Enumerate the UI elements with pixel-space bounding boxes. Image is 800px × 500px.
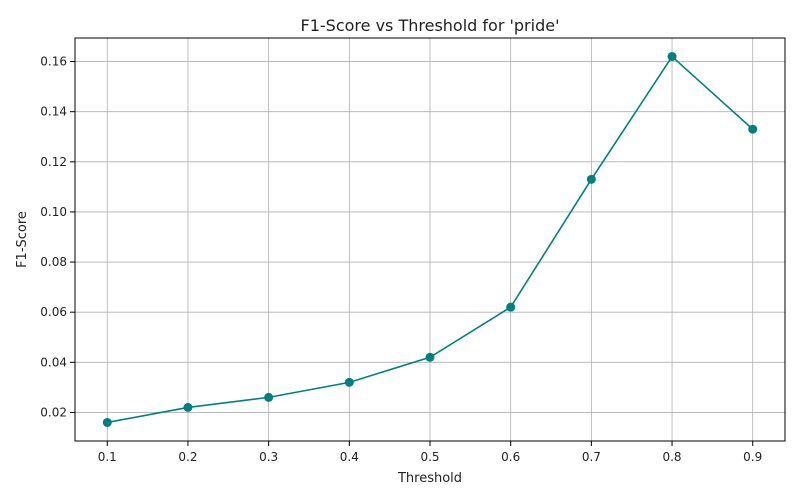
x-axis-label: Threshold: [397, 471, 462, 486]
grid-lines: [75, 38, 785, 441]
data-point: [344, 377, 354, 387]
x-tick-label: 0.1: [98, 450, 117, 464]
y-tick-label: 0.08: [40, 255, 67, 269]
x-tick-label: 0.8: [662, 450, 681, 464]
axis-ticks: 0.1 0.2 0.3 0.4 0.5 0.6 0.7 0.8 0.9 0.02 0.04 0.06 0…: [40, 55, 762, 464]
y-tick-label: 0.12: [40, 155, 67, 169]
y-axis-label: F1-Score: [15, 211, 30, 268]
data-point: [264, 392, 274, 402]
x-tick-label: 0.4: [340, 450, 359, 464]
x-tick-label: 0.9: [743, 450, 762, 464]
x-tick-label: 0.6: [501, 450, 520, 464]
data-point: [748, 124, 758, 134]
y-tick-label: 0.04: [40, 355, 67, 369]
chart-title: F1-Score vs Threshold for 'pride': [301, 16, 560, 35]
y-tick-label: 0.02: [40, 405, 67, 419]
data-point: [183, 402, 193, 412]
x-tick-label: 0.5: [420, 450, 439, 464]
y-tick-label: 0.06: [40, 305, 67, 319]
data-point: [667, 52, 677, 62]
plot-frame: [74, 37, 786, 442]
series-group: [102, 52, 758, 427]
data-point: [425, 352, 435, 362]
data-point: [102, 417, 112, 427]
x-tick-label: 0.2: [178, 450, 197, 464]
data-point: [506, 302, 516, 312]
y-tick-label: 0.10: [40, 205, 67, 219]
x-tick-label: 0.3: [259, 450, 278, 464]
y-tick-label: 0.14: [40, 105, 67, 119]
data-point: [586, 174, 596, 184]
y-tick-label: 0.16: [40, 55, 67, 69]
x-tick-label: 0.7: [582, 450, 601, 464]
